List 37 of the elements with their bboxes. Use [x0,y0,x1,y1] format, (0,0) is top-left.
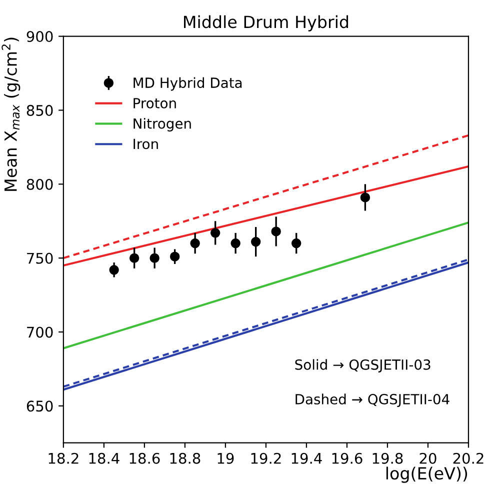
x-tick-label: 20 [420,452,436,464]
annotation: Dashed → QGSJETII-04 [296,394,450,408]
point [170,252,180,262]
x-tick-label: 19.4 [292,452,322,464]
legend-label: MD Hybrid Data [134,77,242,91]
point [109,265,119,275]
legend-label: Proton [134,98,176,108]
x-axis-title: log(E(eV)) [386,466,468,483]
annotation: Solid → QGSJETII-03 [295,359,430,372]
x-tick-label: 19.2 [251,452,281,464]
x-tick-label: 19.8 [372,452,403,464]
point [129,253,140,263]
point [190,238,200,248]
point [360,192,370,202]
x-tick-label: 19 [218,452,234,464]
legend-label: Iron [134,138,158,150]
chart-title: Middle Drum Hybrid [184,15,348,32]
point [210,228,220,238]
x-tick-label: 18.8 [170,452,200,464]
point [150,253,160,263]
point [230,238,240,248]
y-tick-label: 750 [27,252,53,264]
x-tick-label: 19.6 [332,452,362,464]
y-tick-label: 700 [27,326,53,338]
x-tick-label: 20.2 [453,452,484,464]
x-tick-label: 18.6 [130,452,160,464]
point [291,238,302,248]
y-tick-label: 800 [26,178,53,190]
x-tick-label: 18.2 [48,452,78,464]
y-axis-title: Mean X$_{max}$ (g/cm$^{2}$) [2,38,20,191]
y-tick-label: 900 [26,31,53,42]
y-tick-label: 650 [26,400,53,412]
x-tick-label: 18.4 [89,452,120,464]
point [250,236,261,247]
point [271,226,281,236]
y-tick-label: 850 [26,104,53,116]
legend-label: Nitrogen [134,118,191,132]
